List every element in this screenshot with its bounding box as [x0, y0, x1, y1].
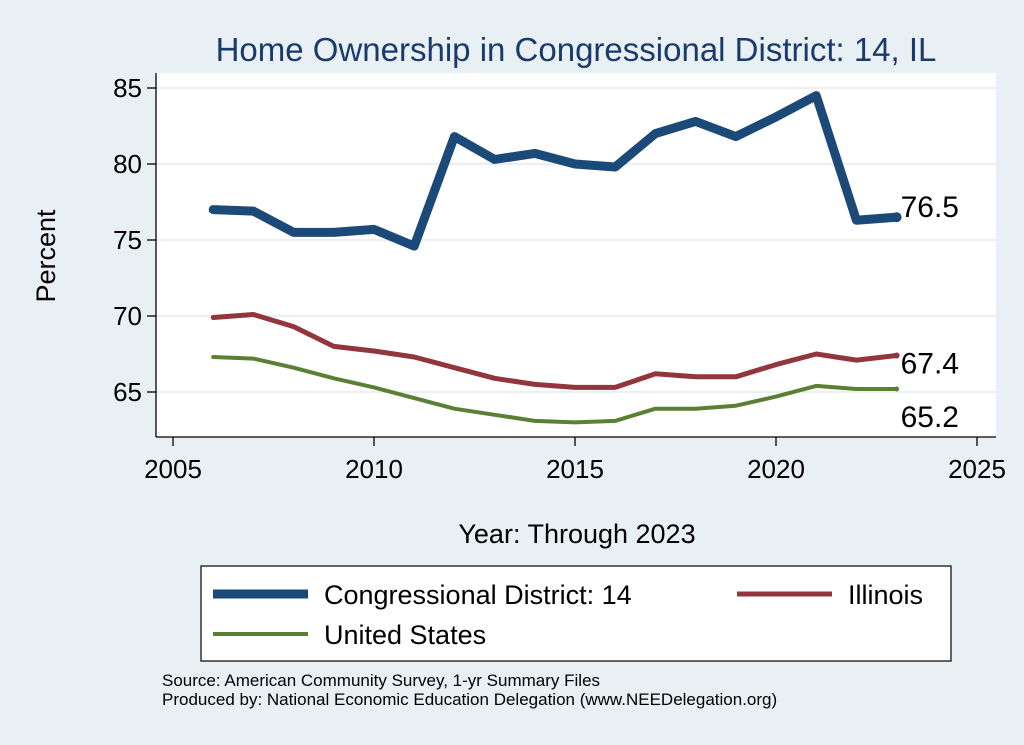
- series-end-marker: [893, 352, 900, 359]
- plot-area: [156, 73, 996, 437]
- x-tick-label: 2020: [747, 454, 805, 484]
- chart-title: Home Ownership in Congressional District…: [216, 31, 937, 68]
- x-tick-label: 2025: [948, 454, 1006, 484]
- y-axis-label: Percent: [31, 209, 61, 303]
- end-value-label: 76.5: [901, 191, 959, 224]
- x-tick-label: 2005: [144, 454, 202, 484]
- y-tick-label: 65: [113, 377, 142, 407]
- x-axis-ticks: 2005 2010 2015 2020 2025: [144, 437, 1006, 484]
- axes: [155, 73, 996, 438]
- y-tick-label: 85: [113, 73, 142, 103]
- legend-label: Illinois: [848, 580, 923, 610]
- source-notes: Source: American Community Survey, 1-yr …: [162, 671, 777, 709]
- end-value-label: 65.2: [901, 401, 959, 434]
- series-line-3: [211, 355, 899, 425]
- producer-line: Produced by: National Economic Education…: [162, 690, 778, 709]
- series-end-marker: [891, 212, 902, 223]
- source-line: Source: American Community Survey, 1-yr …: [162, 671, 601, 690]
- legend: Congressional District: 14 Illinois United…: [200, 565, 952, 662]
- x-tick-label: 2015: [546, 454, 604, 484]
- gridlines: [156, 87, 996, 393]
- legend-label: United States: [324, 620, 486, 650]
- series-line-2: [210, 312, 900, 390]
- y-tick-label: 80: [113, 149, 142, 179]
- end-value-label: 67.4: [901, 348, 959, 381]
- series-lines: [208, 91, 902, 425]
- legend-label: Congressional District: 14: [324, 580, 632, 610]
- x-tick-label: 2010: [345, 454, 403, 484]
- y-axis-ticks: 65 70 75 80 85: [113, 73, 156, 407]
- series-end-marker: [894, 386, 900, 392]
- series-line-1: [208, 91, 902, 251]
- x-axis-label: Year: Through 2023: [458, 519, 695, 549]
- legend-box: [200, 565, 952, 662]
- y-tick-label: 75: [113, 225, 142, 255]
- end-labels: 76.5 67.4 65.2: [901, 191, 959, 434]
- y-tick-label: 70: [113, 301, 142, 331]
